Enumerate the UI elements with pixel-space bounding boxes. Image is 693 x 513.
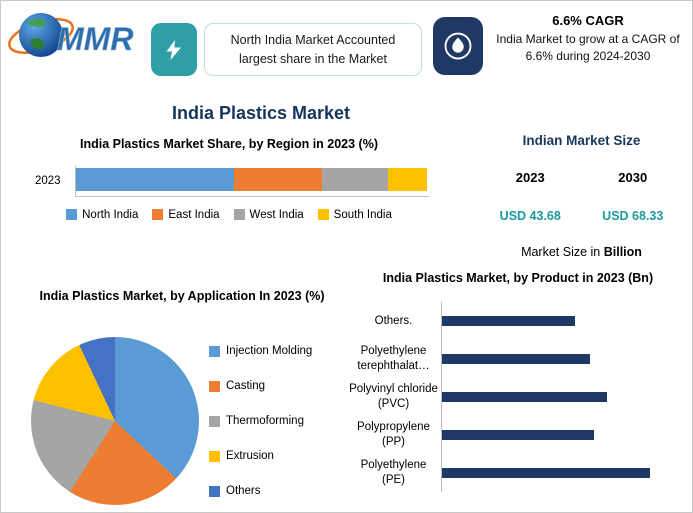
region-share-chart: India Plastics Market Share, by Region i… bbox=[29, 135, 429, 221]
legend-item-extrusion: Extrusion bbox=[209, 450, 312, 462]
category-label: Polyethylene (PE) bbox=[360, 459, 427, 486]
legend-label: Thermoforming bbox=[226, 415, 304, 427]
legend-swatch bbox=[209, 415, 220, 427]
segment-west-india bbox=[321, 167, 389, 191]
market-size-panel: Indian Market Size 2023 2030 USD 43.68 U… bbox=[479, 133, 684, 259]
product-row-polyethylene-pe: Polyethylene (PE) bbox=[349, 453, 687, 492]
bar-track bbox=[441, 301, 687, 340]
segment-south-india bbox=[388, 167, 427, 191]
region-stacked-bar bbox=[76, 167, 427, 191]
region-chart-title: India Plastics Market Share, by Region i… bbox=[79, 137, 379, 151]
legend-item-south-india: South India bbox=[317, 208, 392, 221]
segment-north-india bbox=[76, 167, 234, 191]
bar-track bbox=[441, 339, 687, 378]
lightning-icon bbox=[151, 23, 197, 76]
bar-track bbox=[441, 415, 687, 454]
note-prefix: Market Size in bbox=[521, 245, 604, 259]
legend-swatch bbox=[209, 380, 220, 392]
market-size-title: Indian Market Size bbox=[522, 133, 641, 148]
highlight-text: North India Market Accounted largest sha… bbox=[204, 23, 422, 76]
legend-item-north-india: North India bbox=[66, 209, 138, 221]
bar-polyethylene-pe bbox=[442, 467, 651, 478]
legend-item-east-india: East India bbox=[152, 208, 220, 221]
bar-others bbox=[442, 315, 576, 326]
legend-label: South India bbox=[333, 208, 392, 221]
bar-polyvinyl-chloride-pvc bbox=[442, 391, 607, 402]
market-size-values: USD 43.68 USD 68.33 bbox=[479, 209, 684, 223]
legend-item-injection-molding: Injection Molding bbox=[209, 345, 312, 357]
product-row-others: Others. bbox=[349, 301, 687, 340]
cagr-description: India Market to grow at a CAGR of 6.6% d… bbox=[496, 32, 680, 63]
note-unit: Billion bbox=[603, 245, 642, 259]
region-plot: 2023 bbox=[29, 165, 429, 197]
product-row-polyethylene-terephthalat: Polyethylene terephthalat… bbox=[349, 339, 687, 378]
legend-label: Injection Molding bbox=[226, 345, 313, 357]
legend-item-thermoforming: Thermoforming bbox=[209, 415, 312, 427]
cagr-body: 6.6% CAGR India Market to grow at a CAGR… bbox=[492, 9, 684, 75]
category-label: Others. bbox=[374, 314, 413, 327]
product-chart-title: India Plastics Market, by Product in 202… bbox=[382, 271, 654, 285]
logo-text: MMR bbox=[57, 21, 133, 57]
category-label: Polypropylene (PP) bbox=[357, 421, 430, 448]
legend-label: East India bbox=[168, 208, 220, 221]
bar-polypropylene-pp bbox=[442, 429, 595, 440]
region-year-label: 2023 bbox=[35, 175, 61, 188]
legend-label: Casting bbox=[226, 380, 265, 392]
globe-logo-icon: MMR bbox=[8, 13, 134, 57]
flame-icon bbox=[433, 17, 483, 75]
region-plot-area bbox=[75, 165, 429, 197]
legend-item-others: Others bbox=[209, 485, 312, 497]
page-title: India Plastics Market bbox=[171, 103, 351, 123]
product-row-polypropylene-pp: Polypropylene (PP) bbox=[349, 415, 687, 454]
bar-track bbox=[441, 377, 687, 416]
application-pie bbox=[31, 337, 199, 505]
category-label: Polyvinyl chloride (PVC) bbox=[349, 383, 438, 410]
value-2023: USD 43.68 bbox=[499, 209, 561, 223]
legend-label: West India bbox=[249, 208, 304, 221]
market-size-note: Market Size in Billion bbox=[479, 245, 684, 259]
cagr-badge: 6.6% CAGR India Market to grow at a CAGR… bbox=[433, 9, 684, 75]
region-legend: North India East India West India South Ind… bbox=[29, 209, 429, 221]
highlight-badge-north-india: North India Market Accounted largest sha… bbox=[151, 23, 422, 76]
legend-swatch bbox=[209, 345, 220, 357]
mmr-logo: MMR bbox=[7, 5, 147, 69]
legend-swatch bbox=[152, 209, 164, 221]
product-row-polyvinyl-chloride-pvc: Polyvinyl chloride (PVC) bbox=[349, 377, 687, 416]
year-2030-label: 2030 bbox=[618, 170, 648, 185]
legend-swatch bbox=[233, 209, 245, 221]
legend-label: North India bbox=[82, 208, 139, 221]
product-bars: Others. Polyethylene terephthalat… Polyvin… bbox=[349, 301, 687, 492]
legend-swatch bbox=[66, 209, 78, 221]
application-chart-title: India Plastics Market, by Application In… bbox=[39, 289, 325, 303]
legend-swatch bbox=[317, 209, 329, 221]
application-legend: Injection Molding Casting Thermoforming Ext… bbox=[209, 345, 312, 497]
product-chart: India Plastics Market, by Product in 202… bbox=[349, 269, 687, 492]
application-chart: India Plastics Market, by Application In… bbox=[23, 287, 341, 511]
legend-item-west-india: West India bbox=[233, 208, 304, 221]
market-size-years: 2023 2030 bbox=[479, 170, 684, 185]
cagr-heading: 6.6% CAGR bbox=[552, 13, 624, 28]
legend-label: Others bbox=[226, 485, 261, 497]
legend-item-casting: Casting bbox=[209, 380, 312, 392]
legend-label: Extrusion bbox=[226, 450, 274, 462]
year-2023-label: 2023 bbox=[515, 170, 545, 185]
bar-track bbox=[441, 453, 687, 492]
category-label: Polyethylene terephthalat… bbox=[357, 345, 430, 372]
legend-swatch bbox=[209, 450, 220, 462]
segment-east-india bbox=[233, 167, 322, 191]
value-2030: USD 68.33 bbox=[602, 209, 664, 223]
legend-swatch bbox=[209, 485, 220, 497]
bar-polyethylene-terephthalat bbox=[442, 353, 590, 364]
